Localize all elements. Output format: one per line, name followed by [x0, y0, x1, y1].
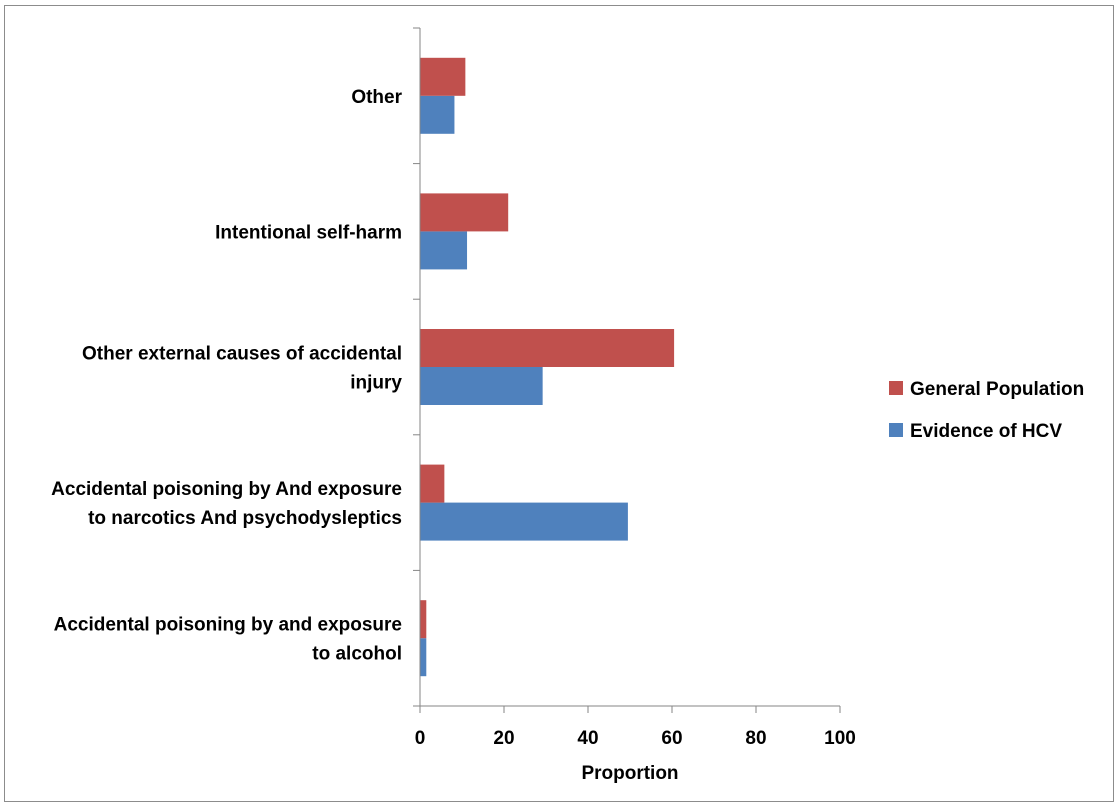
x-tick-label-100: 100 — [824, 728, 856, 749]
chart-frame: Accidental poisoning by and exposure to a… — [4, 5, 1114, 802]
category-label-line: Intentional self-harm — [215, 222, 402, 243]
x-tick-labels: 0 20 40 60 80 100 — [415, 728, 856, 749]
category-label-line: injury — [350, 373, 402, 394]
legend-label-hcv: Evidence of HCV — [910, 421, 1062, 442]
category-label-2: Other external causes of accidental injur… — [82, 344, 402, 394]
category-label-line: to narcotics And psychodysleptics — [88, 508, 402, 529]
x-tick-label-80: 80 — [745, 728, 766, 749]
category-label-line: Accidental poisoning by and exposure — [54, 615, 402, 636]
axes-group — [413, 27, 841, 713]
x-tick-label-0: 0 — [415, 728, 426, 749]
bar-hcv-4 — [420, 95, 455, 134]
bars-group — [420, 57, 675, 677]
bar-general-0 — [420, 600, 427, 639]
x-tick-label-20: 20 — [493, 728, 514, 749]
bar-general-2 — [420, 329, 675, 367]
category-label-4: Other — [351, 87, 402, 108]
legend-label-general: General Population — [910, 379, 1084, 400]
bar-general-3 — [420, 193, 509, 232]
bar-general-1 — [420, 464, 445, 503]
category-label-0: Accidental poisoning by and exposure to a… — [54, 615, 402, 665]
bar-hcv-0 — [420, 638, 427, 677]
category-label-line: Other external causes of accidental — [82, 344, 402, 365]
bar-hcv-1 — [420, 502, 628, 541]
x-axis-title: Proportion — [581, 763, 678, 784]
category-labels: Accidental poisoning by and exposure to a… — [51, 87, 402, 665]
category-label-3: Intentional self-harm — [215, 222, 402, 243]
bar-chart: Accidental poisoning by and exposure to a… — [51, 27, 1084, 784]
category-label-line: to alcohol — [312, 644, 402, 665]
category-label-line: Other — [351, 87, 402, 108]
x-tick-label-60: 60 — [661, 728, 682, 749]
bar-general-4 — [420, 57, 466, 96]
category-label-line: Accidental poisoning by And exposure — [51, 479, 402, 500]
legend-swatch-hcv — [889, 423, 903, 437]
x-tick-label-40: 40 — [577, 728, 598, 749]
legend-swatch-general — [889, 381, 903, 395]
legend: General Population Evidence of HCV — [889, 379, 1084, 442]
category-label-1: Accidental poisoning by And exposure to n… — [51, 479, 402, 529]
bar-hcv-2 — [420, 367, 543, 405]
bar-hcv-3 — [420, 231, 468, 270]
